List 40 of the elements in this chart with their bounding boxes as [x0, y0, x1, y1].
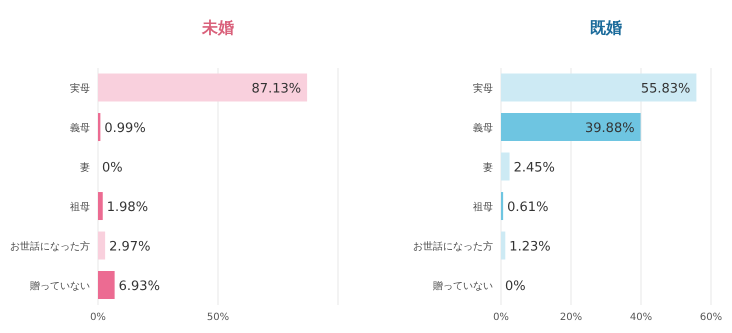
bar	[98, 232, 106, 260]
y-tick-label: 祖母	[70, 200, 90, 213]
x-tick-label: 40%	[630, 312, 652, 324]
x-tick-label: 20%	[560, 312, 582, 324]
data-label: 0%	[102, 160, 123, 176]
data-label: 87.13%	[252, 81, 302, 96]
y-tick-label: 贈っていない	[433, 280, 493, 292]
data-label: 1.98%	[106, 200, 148, 215]
bar	[98, 74, 308, 102]
x-tick-label: 60%	[700, 312, 722, 324]
data-label: 39.88%	[585, 120, 635, 136]
data-label: 1.23%	[509, 239, 551, 254]
data-label: 2.97%	[109, 239, 150, 254]
data-label: 6.93%	[118, 278, 160, 294]
bar	[98, 271, 115, 300]
x-tick-label: 0%	[90, 312, 106, 324]
bar	[98, 192, 103, 220]
y-tick-label: 妻	[80, 161, 90, 174]
y-tick-label: 義母	[473, 122, 493, 134]
y-tick-label: 妻	[483, 161, 493, 174]
x-tick-label: 50%	[206, 312, 230, 324]
y-tick-label: 祖母	[473, 200, 493, 213]
bar	[501, 152, 510, 181]
y-tick-label: お世話になった方	[10, 240, 90, 252]
y-tick-label: 実母	[473, 82, 493, 94]
bar	[501, 74, 696, 102]
data-label: 0.99%	[104, 120, 146, 136]
y-tick-label: お世話になった方	[413, 240, 493, 252]
bar	[501, 232, 506, 260]
data-label: 0%	[505, 278, 526, 294]
data-label: 0.61%	[507, 200, 548, 215]
chart-title: 既婚	[589, 17, 623, 39]
y-tick-label: 贈っていない	[30, 280, 90, 292]
chart-title: 未婚	[200, 17, 235, 39]
x-tick-label: 0%	[493, 312, 509, 324]
data-label: 2.45%	[514, 160, 555, 176]
y-tick-label: 義母	[70, 122, 90, 134]
y-tick-label: 実母	[70, 82, 90, 94]
bar	[501, 113, 641, 142]
data-label: 55.83%	[640, 81, 690, 96]
